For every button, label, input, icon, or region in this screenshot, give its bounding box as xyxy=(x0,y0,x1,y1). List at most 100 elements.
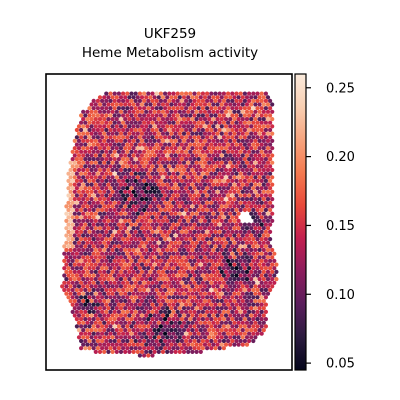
tissue-spot xyxy=(198,102,203,107)
tissue-spot xyxy=(217,287,222,293)
tissue-spot xyxy=(72,182,77,187)
tissue-spot xyxy=(205,207,210,213)
tissue-spot xyxy=(234,237,239,242)
tissue-spot xyxy=(251,295,256,300)
tissue-spot xyxy=(152,138,157,143)
tissue-spot xyxy=(177,175,182,180)
tissue-spot xyxy=(175,244,180,249)
tissue-spot xyxy=(83,317,88,322)
tissue-spot xyxy=(133,273,138,278)
tissue-spot xyxy=(259,302,264,307)
tissue-spot xyxy=(247,302,252,307)
tissue-spot xyxy=(192,120,197,125)
tissue-spot xyxy=(93,335,98,340)
tissue-spot xyxy=(83,157,88,162)
tissue-spot xyxy=(213,258,218,263)
tissue-spot xyxy=(169,306,174,311)
tissue-spot xyxy=(76,306,82,311)
tissue-spot xyxy=(244,233,250,238)
tissue-spot xyxy=(177,240,182,245)
tissue-spot xyxy=(104,135,109,140)
tissue-spot xyxy=(110,138,115,143)
tissue-spot xyxy=(112,324,117,329)
tissue-spot xyxy=(186,117,191,122)
tissue-spot xyxy=(205,266,210,271)
tissue-spot xyxy=(66,171,71,176)
tissue-spot xyxy=(270,182,275,187)
tissue-spot xyxy=(156,255,161,260)
tissue-spot xyxy=(179,157,184,162)
tissue-spot xyxy=(265,109,271,114)
tissue-spot xyxy=(154,149,159,154)
tissue-spot xyxy=(123,328,128,333)
tissue-spot xyxy=(158,266,163,271)
tissue-spot xyxy=(102,197,107,202)
tissue-spot xyxy=(253,167,258,173)
tissue-spot xyxy=(112,258,117,263)
tissue-spot xyxy=(177,117,182,122)
tissue-spot xyxy=(175,149,180,154)
tissue-spot xyxy=(112,135,117,140)
tissue-spot xyxy=(186,167,191,173)
tissue-spot xyxy=(156,218,161,223)
tissue-spot xyxy=(198,95,203,100)
tissue-spot xyxy=(64,226,69,231)
tissue-spot xyxy=(108,164,113,169)
tissue-spot xyxy=(175,215,180,220)
tissue-spot xyxy=(163,215,168,220)
tissue-spot xyxy=(186,291,191,296)
tissue-spot xyxy=(163,251,168,256)
tissue-spot xyxy=(93,291,98,296)
tissue-spot xyxy=(83,200,88,205)
tissue-spot xyxy=(148,109,153,114)
tissue-spot xyxy=(154,186,159,191)
tissue-spot xyxy=(171,215,176,220)
tissue-spot xyxy=(139,349,145,354)
tissue-spot xyxy=(106,328,111,333)
tissue-spot xyxy=(234,178,239,183)
tissue-spot xyxy=(68,240,73,245)
tissue-spot xyxy=(188,287,193,293)
tissue-spot xyxy=(207,160,212,165)
tissue-spot xyxy=(184,207,189,213)
tissue-spot xyxy=(209,200,214,205)
tissue-spot xyxy=(146,258,151,263)
tissue-spot xyxy=(223,320,229,325)
tissue-spot xyxy=(163,266,168,271)
tissue-spot xyxy=(209,91,214,96)
tissue-spot xyxy=(213,149,218,154)
tissue-spot xyxy=(165,342,170,347)
tissue-spot xyxy=(270,277,275,282)
tissue-spot xyxy=(72,284,77,289)
tissue-spot xyxy=(102,189,107,194)
tissue-spot xyxy=(219,277,224,282)
tissue-spot xyxy=(223,328,229,333)
tissue-spot xyxy=(133,200,138,205)
tissue-spot xyxy=(165,95,170,100)
tissue-spot xyxy=(169,167,174,173)
tissue-spot xyxy=(160,291,166,296)
tissue-spot xyxy=(219,226,224,231)
tissue-spot xyxy=(202,153,208,158)
tissue-spot xyxy=(194,175,199,180)
tissue-spot xyxy=(163,142,168,147)
tissue-spot xyxy=(240,342,245,347)
tissue-spot xyxy=(173,255,178,260)
tissue-spot xyxy=(177,313,182,318)
tissue-spot xyxy=(221,135,226,140)
tissue-spot xyxy=(228,175,233,180)
tissue-spot xyxy=(81,335,86,340)
tissue-spot xyxy=(200,244,205,249)
tissue-spot xyxy=(89,306,94,311)
tissue-spot xyxy=(165,218,170,223)
tissue-spot xyxy=(217,251,222,256)
tissue-spot xyxy=(87,186,92,191)
tissue-spot xyxy=(104,317,109,322)
tissue-spot xyxy=(150,251,155,256)
tissue-spot xyxy=(158,178,163,183)
tissue-spot xyxy=(173,218,178,223)
tissue-spot xyxy=(198,335,203,340)
tissue-spot xyxy=(163,171,168,176)
tissue-spot xyxy=(137,127,142,133)
tissue-spot xyxy=(104,287,109,293)
